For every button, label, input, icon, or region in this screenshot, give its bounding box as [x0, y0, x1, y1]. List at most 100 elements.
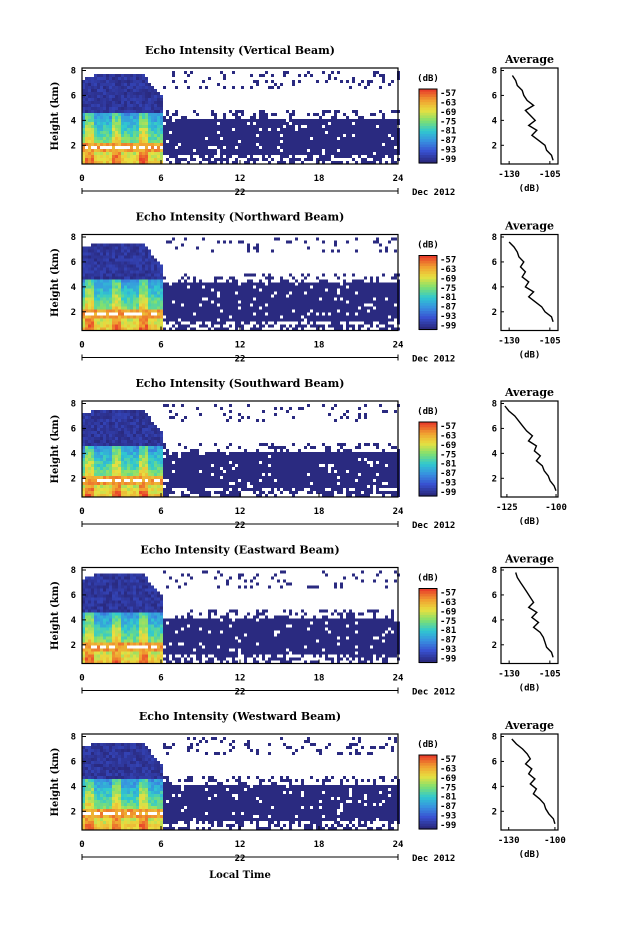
heatmap-cell: [85, 431, 88, 434]
heatmap-cell: [316, 294, 319, 298]
heatmap-cell: [139, 113, 142, 116]
heatmap-cell: [151, 428, 154, 431]
heatmap-cell: [175, 246, 178, 250]
heatmap-cell: [97, 428, 100, 431]
heatmap-cell: [121, 458, 124, 461]
heatmap-cell: [85, 303, 88, 307]
heatmap-cell: [382, 273, 385, 277]
heatmap-cell: [337, 327, 340, 331]
heatmap-cell: [151, 89, 154, 92]
heatmap-cell: [337, 125, 340, 128]
heatmap-cell: [217, 119, 220, 122]
heatmap-cell: [382, 327, 385, 331]
heatmap-cell: [229, 240, 232, 244]
heatmap-cell: [142, 476, 145, 479]
heatmap-cell: [382, 318, 385, 322]
heatmap-cell: [196, 488, 199, 491]
heatmap-cell: [331, 116, 334, 119]
heatmap-cell: [382, 149, 385, 152]
heatmap-cell: [220, 152, 223, 155]
heatmap-cell: [160, 300, 163, 304]
heatmap-cell: [151, 264, 154, 268]
heatmap-cell: [133, 416, 136, 419]
heatmap-cell: [127, 425, 130, 428]
heatmap-cell: [85, 476, 88, 479]
heatmap-cell: [178, 285, 181, 289]
heatmap-cell: [172, 152, 175, 155]
heatmap-cell: [148, 152, 151, 155]
heatmap-cell: [127, 410, 130, 413]
heatmap-cell: [82, 249, 85, 253]
heatmap-cell: [127, 116, 130, 119]
heatmap-cell: [148, 452, 151, 455]
heatmap-cell: [127, 261, 130, 265]
heatmap-cell: [394, 285, 397, 289]
heatmap-cell: [85, 473, 88, 476]
heatmap-cell: [352, 324, 355, 328]
heatmap-cell: [253, 318, 256, 322]
heatmap-cell: [94, 137, 97, 140]
heatmap-cell: [265, 309, 268, 313]
heatmap-cell: [109, 300, 112, 304]
heatmap-cell: [169, 240, 172, 244]
heatmap-cell: [352, 137, 355, 140]
heatmap-cell: [193, 449, 196, 452]
heatmap-cell: [325, 306, 328, 310]
heatmap-cell: [190, 134, 193, 137]
heatmap-cell: [253, 291, 256, 295]
heatmap-cell: [178, 137, 181, 140]
heatmap-cell: [211, 309, 214, 313]
heatmap-cell: [250, 294, 253, 298]
heatmap-cell: [262, 318, 265, 322]
heatmap-cell: [163, 404, 166, 407]
heatmap-cell: [97, 467, 100, 470]
heatmap-cell: [118, 455, 121, 458]
heatmap-cell: [298, 158, 301, 161]
heatmap-cell: [148, 282, 151, 286]
heatmap-cell: [139, 458, 142, 461]
heatmap-cell: [349, 312, 352, 316]
heatmap-cell: [175, 161, 178, 164]
heatmap-cell: [109, 443, 112, 446]
heatmap-cell: [193, 455, 196, 458]
heatmap-cell: [346, 125, 349, 128]
heatmap-cell: [373, 146, 376, 149]
heatmap-cell: [136, 149, 139, 152]
heatmap-cell: [94, 122, 97, 125]
heatmap-cell: [271, 318, 274, 322]
heatmap-cell: [220, 324, 223, 328]
heatmap-cell: [181, 458, 184, 461]
heatmap-cell: [169, 482, 172, 485]
heatmap-cell: [256, 131, 259, 134]
heatmap-cell: [223, 297, 226, 301]
heatmap-cell: [109, 482, 112, 485]
heatmap-cell: [301, 149, 304, 152]
heatmap-cell: [130, 416, 133, 419]
heatmap-cell: [94, 452, 97, 455]
heatmap-cell: [166, 476, 169, 479]
heatmap-cell: [364, 297, 367, 301]
heatmap-cell: [121, 479, 124, 482]
heatmap-cell: [367, 134, 370, 137]
heatmap-cell: [214, 113, 217, 116]
average-y-tick-label: 8: [492, 233, 497, 243]
heatmap-cell: [229, 152, 232, 155]
heatmap-cell: [94, 101, 97, 104]
heatmap-cell: [202, 137, 205, 140]
heatmap-cell: [82, 270, 85, 274]
heatmap-cell: [175, 294, 178, 298]
heatmap-cell: [166, 303, 169, 307]
heatmap-cell: [109, 297, 112, 301]
heatmap-cell: [97, 77, 100, 80]
heatmap-cell: [103, 467, 106, 470]
heatmap-cell: [295, 143, 298, 146]
heatmap-cell: [172, 315, 175, 319]
heatmap-cell: [241, 300, 244, 304]
heatmap-cell: [313, 288, 316, 292]
heatmap-cell: [196, 306, 199, 310]
heatmap-cell: [136, 494, 139, 497]
heatmap-cell: [127, 276, 130, 280]
heatmap-cell: [220, 134, 223, 137]
heatmap-cell: [286, 303, 289, 307]
heatmap-cell: [331, 128, 334, 131]
